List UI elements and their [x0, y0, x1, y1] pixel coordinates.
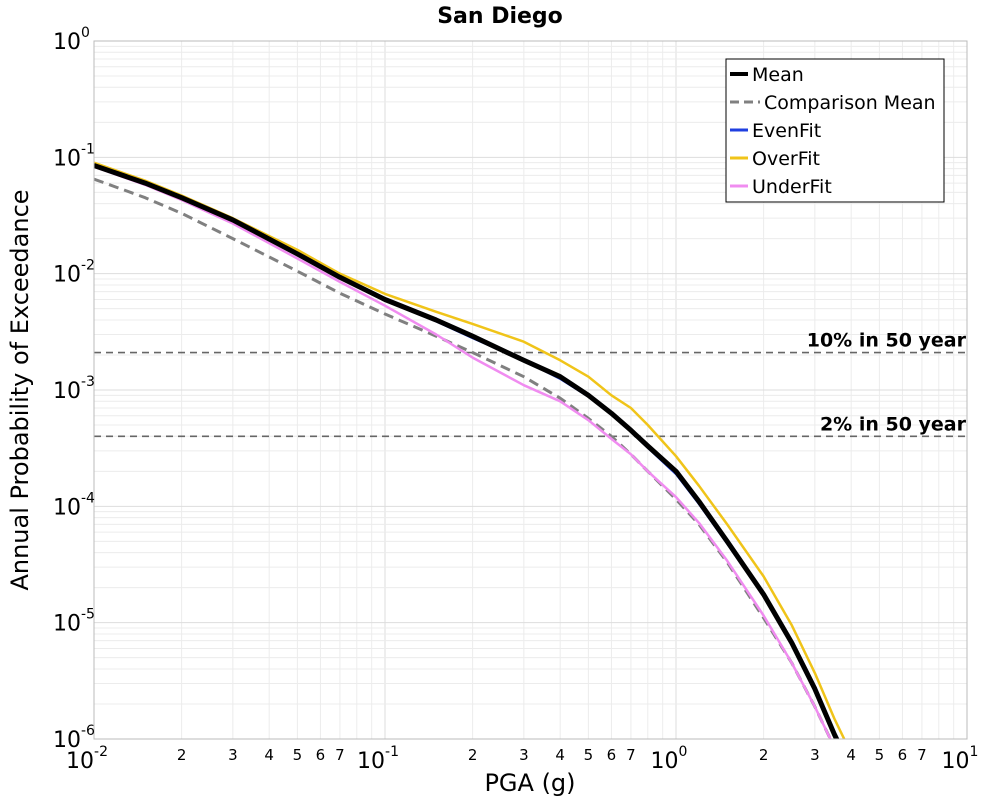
- x-tick-label: 101: [942, 744, 979, 774]
- y-tick-label: 10-3: [53, 374, 95, 404]
- x-minor-tick-label: 6: [898, 746, 908, 764]
- x-minor-tick-label: 2: [759, 746, 769, 764]
- x-tick-label: 100: [651, 744, 688, 774]
- x-minor-tick-label: 4: [555, 746, 565, 764]
- grid: [93, 41, 967, 740]
- x-minor-tick-label: 7: [335, 746, 345, 764]
- y-tick-label: 10-4: [53, 490, 95, 520]
- x-minor-tick-label: 4: [264, 746, 274, 764]
- legend-entry-label: Comparison Mean: [764, 92, 936, 114]
- series-line-overfit: [94, 161, 846, 739]
- x-minor-tick-label: 3: [810, 746, 820, 764]
- x-minor-tick-label: 4: [846, 746, 856, 764]
- x-minor-tick-label: 3: [519, 746, 529, 764]
- reference-line-label: 2% in 50 year: [820, 413, 967, 435]
- legend: Mean Comparison Mean EvenFit OverFit UnderFi…: [725, 58, 945, 203]
- x-tick-label: 10-1: [357, 744, 399, 774]
- x-minor-tick-label: 6: [607, 746, 617, 764]
- x-minor-tick-label: 7: [626, 746, 636, 764]
- series-line-underfit: [94, 165, 832, 739]
- x-minor-tick-label: 6: [316, 746, 326, 764]
- chart-title: San Diego: [437, 4, 563, 29]
- legend-entry-label: OverFit: [752, 148, 820, 170]
- x-minor-tick-label: 5: [584, 746, 594, 764]
- reference-lines: 10% in 50 year 2% in 50 year: [94, 330, 967, 438]
- legend-entry-label: UnderFit: [752, 176, 832, 198]
- y-tick-label: 10-1: [53, 141, 95, 171]
- x-tick-label: 10-2: [66, 744, 108, 774]
- x-minor-tick-label: 3: [228, 746, 238, 764]
- y-tick-label: 10-6: [53, 723, 95, 753]
- y-tick-label: 10-2: [53, 258, 95, 288]
- x-minor-tick-label: 7: [917, 746, 927, 764]
- y-tick-label: 100: [53, 25, 90, 55]
- x-axis-label: PGA (g): [484, 769, 575, 797]
- legend-entry-label: Mean: [752, 64, 804, 86]
- x-minor-tick-label: 5: [293, 746, 303, 764]
- x-minor-tick-label: 2: [177, 746, 187, 764]
- series-lines: [94, 161, 846, 739]
- y-axis-label: Annual Probability of Exceedance: [6, 189, 34, 590]
- series-line-mean: [94, 163, 840, 739]
- x-minor-tick-label: 2: [468, 746, 478, 764]
- legend-entry-label: EvenFit: [752, 120, 821, 142]
- reference-line-label: 10% in 50 year: [807, 330, 967, 352]
- y-tick-label: 10-5: [53, 607, 95, 637]
- plot-area-frame: [93, 40, 968, 740]
- legend-box: [725, 58, 945, 203]
- x-minor-tick-label: 5: [875, 746, 885, 764]
